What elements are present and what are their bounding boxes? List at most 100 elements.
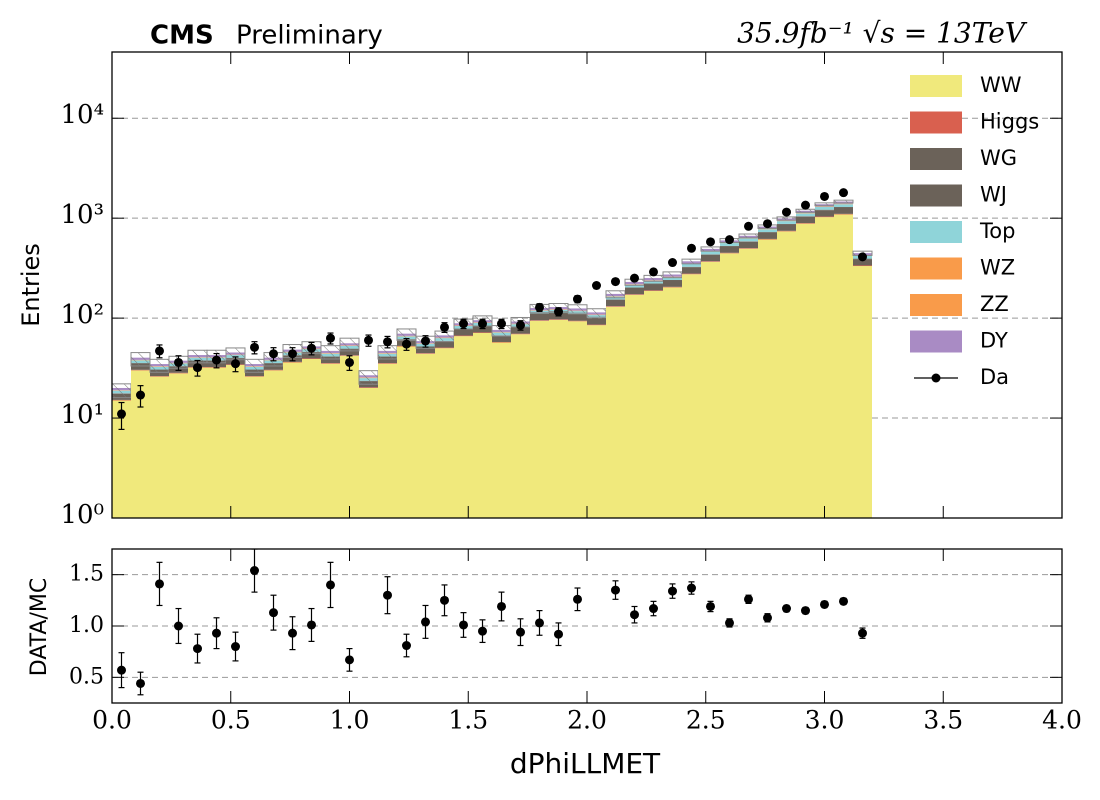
histogram-segment <box>663 277 682 280</box>
ratio-point <box>554 629 563 639</box>
uncertainty-band <box>681 258 702 265</box>
histogram-segment <box>663 286 682 288</box>
y-tick-label: 10³ <box>60 200 104 230</box>
legend-marker <box>931 373 941 383</box>
histogram-segment <box>283 361 302 363</box>
histogram-segment <box>720 243 739 246</box>
uncertainty-band <box>567 304 588 314</box>
histogram-segment <box>644 284 663 291</box>
histogram-segment <box>302 358 321 518</box>
histogram-segment <box>473 332 492 518</box>
ratio-point <box>269 608 278 618</box>
histogram-segment <box>264 369 283 371</box>
histogram-segment <box>777 231 796 518</box>
histogram-segment <box>340 355 359 518</box>
y-tick-label: 10⁴ <box>60 100 104 130</box>
histogram-segment <box>340 349 359 356</box>
legend-label: Higgs <box>980 110 1039 134</box>
histogram-segment <box>625 294 644 518</box>
axes: 10⁰ 10¹ 10² 10³ 10⁴ WW Higgs WG WJ Top WZ ZZ DY Da 0.5… <box>60 52 1082 735</box>
ratio-point <box>383 590 392 600</box>
histogram-segment <box>701 251 720 255</box>
data-point <box>744 221 753 231</box>
histogram-segment <box>321 356 340 364</box>
histogram-segment <box>283 362 302 518</box>
histogram-segment <box>150 376 169 518</box>
histogram-segment <box>644 290 663 518</box>
x-tick-label: 0.0 <box>92 706 132 735</box>
ratio-frame <box>111 548 1063 704</box>
ratio-point <box>155 579 164 589</box>
x-tick-label: 4.0 <box>1042 706 1082 735</box>
histogram-segment <box>264 370 283 518</box>
uncertainty-band <box>662 271 683 279</box>
histogram-segment <box>625 287 644 295</box>
legend-label: DY <box>980 329 1008 353</box>
ratio-point <box>763 613 772 623</box>
data-point <box>630 273 639 283</box>
ratio-point <box>307 620 316 630</box>
data-point <box>478 319 487 329</box>
x-tick-label: 1.0 <box>330 706 370 735</box>
uncertainty-band <box>586 308 607 318</box>
ratio-point <box>402 641 411 651</box>
x-axis-label: dPhiLLMET <box>510 747 661 780</box>
legend-swatch <box>910 294 962 316</box>
histogram-segment <box>321 363 340 364</box>
data-point <box>117 409 126 419</box>
y-tick-label: 10⁰ <box>60 500 104 530</box>
x-tick-label: 2.5 <box>686 706 726 735</box>
legend-swatch <box>910 148 962 170</box>
uncertainty-band <box>112 383 132 399</box>
data-point <box>725 235 734 245</box>
legend-label: Top <box>979 219 1015 243</box>
histogram-segment <box>682 263 701 267</box>
ratio-point <box>345 655 354 665</box>
histogram-segment <box>701 261 720 262</box>
histogram-segment <box>473 326 492 333</box>
ratio-point <box>820 599 829 609</box>
ratio-point <box>136 678 145 688</box>
histogram-segment <box>796 216 815 224</box>
legend-swatch <box>910 257 962 280</box>
histogram-segment <box>378 363 397 518</box>
uncertainty-band <box>358 370 379 385</box>
histogram-segment <box>131 370 150 518</box>
histogram-segment <box>321 363 340 518</box>
histogram-segment <box>815 210 834 217</box>
data-point <box>402 339 411 349</box>
data-point <box>763 219 772 229</box>
histogram-segment <box>359 387 378 518</box>
data-point <box>364 335 373 345</box>
histogram-segment <box>416 353 435 354</box>
histogram-segment <box>131 369 150 371</box>
legend-label: WJ <box>980 183 1007 207</box>
legend-label: Da <box>980 365 1009 389</box>
data-point <box>858 252 867 262</box>
data-point <box>136 390 145 400</box>
histogram-segment <box>815 217 834 518</box>
data-point <box>649 267 658 277</box>
x-tick-label: 3.0 <box>805 706 845 735</box>
histogram-segment <box>834 213 853 215</box>
legend-label: WW <box>980 73 1022 97</box>
histogram-segment <box>720 246 739 253</box>
histogram-segment <box>796 223 815 518</box>
histogram-segment <box>834 207 853 214</box>
data-point <box>459 319 468 329</box>
uncertainty-band <box>833 199 854 204</box>
data-point <box>326 333 335 343</box>
ratio-point <box>668 586 677 596</box>
data-point <box>668 258 677 268</box>
x-tick-label: 1.5 <box>448 706 488 735</box>
data-point <box>554 307 563 317</box>
subtitle: Preliminary <box>236 21 383 51</box>
histogram-segment <box>739 238 758 242</box>
ratio-point <box>744 594 753 604</box>
ratio-plot <box>112 549 1062 696</box>
data-point <box>516 320 525 330</box>
lumi-annotation: 35.9fb⁻¹ √s = 13TeV <box>737 17 1028 50</box>
legend-swatch <box>910 75 962 97</box>
ratio-point <box>611 585 620 595</box>
